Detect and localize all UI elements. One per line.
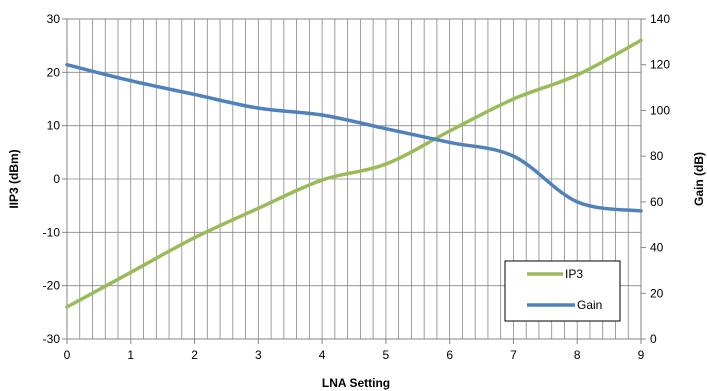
x-tick-label: 6 — [446, 348, 453, 362]
x-axis-label: LNA Setting — [322, 376, 390, 390]
legend: IP3 Gain — [504, 260, 621, 322]
series-line-ip3 — [65, 38, 643, 309]
right-y-axis-label: Gain (dB) — [692, 152, 706, 206]
left-y-axis-label: IIP3 (dBm) — [7, 149, 21, 208]
right-y-tick-label: 20 — [650, 286, 664, 300]
x-tick-label: 3 — [255, 348, 262, 362]
series-lines — [65, 38, 643, 309]
x-tick-label: 4 — [319, 348, 326, 362]
left-y-tick-label: 30 — [47, 12, 61, 26]
left-y-tick-label: 10 — [47, 119, 61, 133]
legend-label-ip3: IP3 — [565, 267, 583, 281]
right-y-tick-label: 40 — [650, 241, 664, 255]
x-tick-label: 0 — [64, 348, 71, 362]
legend-box — [504, 260, 621, 322]
right-y-tick-label: 60 — [650, 195, 664, 209]
legend-label-gain: Gain — [577, 298, 602, 312]
right-y-tick-label: 0 — [650, 332, 657, 346]
x-tick-label: 7 — [510, 348, 517, 362]
x-tick-label: 5 — [383, 348, 390, 362]
x-tick-label: 9 — [638, 348, 645, 362]
right-y-tick-label: 80 — [650, 149, 664, 163]
axes — [62, 18, 646, 344]
tick-labels: -30 -20 -10 0 10 20 30 0 20 40 60 80 100 120 140 0 1 2 3 4 5… — [43, 12, 671, 362]
right-y-tick-label: 140 — [650, 12, 670, 26]
left-y-tick-label: -20 — [43, 279, 61, 293]
series-line-gain — [65, 62, 643, 213]
x-tick-label: 2 — [191, 348, 198, 362]
left-y-tick-label: -30 — [43, 332, 61, 346]
right-y-tick-label: 120 — [650, 58, 670, 72]
x-tick-label: 1 — [127, 348, 134, 362]
left-y-tick-label: 20 — [47, 65, 61, 79]
x-tick-label: 8 — [574, 348, 581, 362]
left-y-tick-label: -10 — [43, 225, 61, 239]
left-y-tick-label: 0 — [53, 172, 60, 186]
right-y-tick-label: 100 — [650, 103, 670, 117]
